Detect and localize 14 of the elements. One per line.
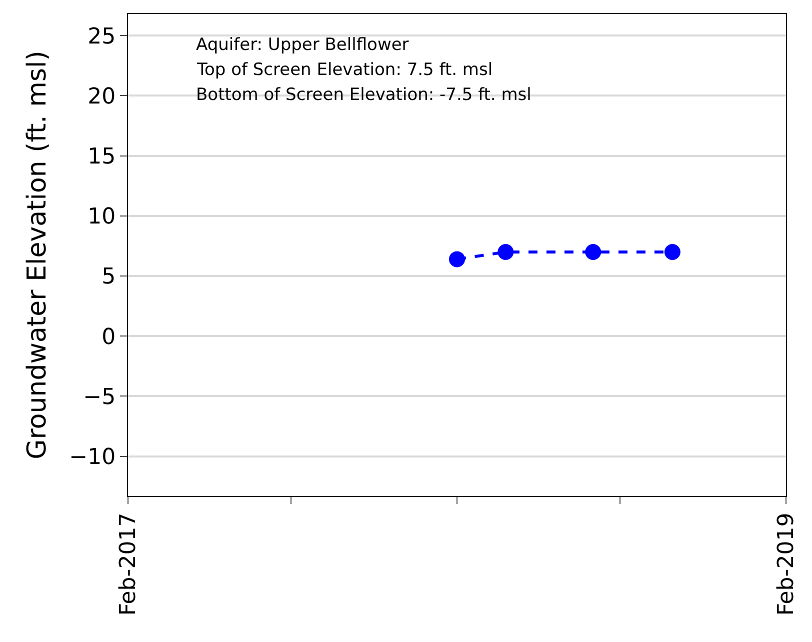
y-tick-label: 15 [88,144,116,170]
x-tick-label: Feb-2019 [774,512,800,616]
y-tick-label: 25 [88,24,116,50]
y-tick-label: 5 [102,264,116,290]
y-tick-label: −5 [83,384,116,410]
y-tick-label: 20 [88,84,116,110]
y-tick-label: 0 [102,324,116,350]
annotation: Top of Screen Elevation: 7.5 ft. msl [196,60,493,80]
y-tick-label: 10 [88,204,116,230]
y-tick-label: −10 [69,445,116,470]
annotation: Bottom of Screen Elevation: -7.5 ft. msl [196,85,532,105]
annotation: Aquifer: Upper Bellflower [196,35,409,55]
x-tick-label: Feb-2017 [116,512,142,616]
y-axis-title: Groundwater Elevation (ft. msl) [22,50,53,460]
